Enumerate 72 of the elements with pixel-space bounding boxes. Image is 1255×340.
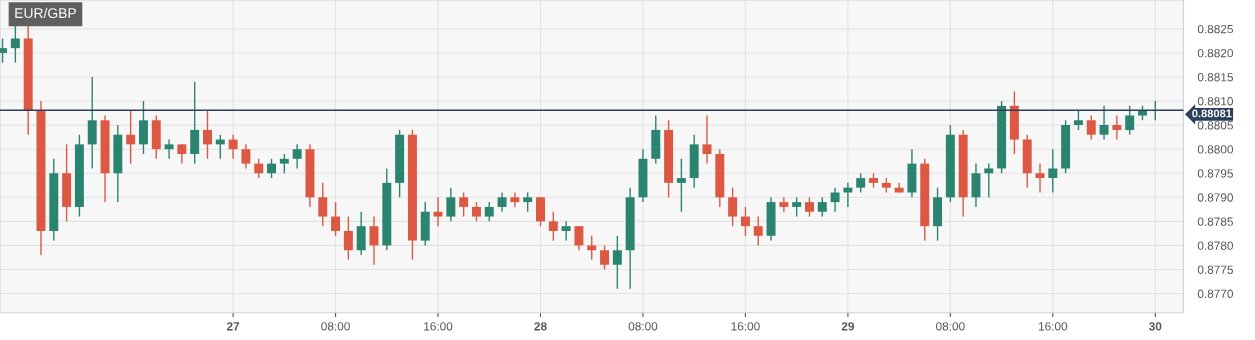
y-tick-label: 0.8820 [1197,48,1233,58]
candlestick [177,143,187,165]
candlestick [292,143,302,170]
candlestick [126,109,136,165]
ref-line-label: 0.88081 [1192,109,1232,118]
y-tick-label: 0.8780 [1197,241,1233,250]
x-tick-label: 30 [1148,322,1162,331]
candlestick [471,201,481,223]
y-tick-label: 0.8795 [1197,169,1233,178]
x-tick-label: 29 [841,322,855,331]
candlestick [779,196,789,213]
x-tick-label: 16:00 [731,322,760,331]
y-tick-label: 0.8775 [1197,265,1233,274]
candlestick [753,215,763,247]
candlestick [792,196,802,218]
candlestick [1125,105,1135,136]
y-tick-label: 0.8815 [1197,73,1233,82]
x-tick-label: 08:00 [628,322,658,331]
candlestick [830,186,840,213]
candlestick [446,186,456,223]
candlestick [510,191,520,208]
candlestick [817,196,827,218]
candlestick [1086,114,1096,141]
candlestick [676,158,686,213]
y-tick-label: 0.8785 [1197,217,1233,226]
y-tick-label: 0.8790 [1197,193,1233,202]
candlestick [433,196,443,227]
candlestick [523,191,533,213]
candlestick [1035,162,1045,194]
candlestick [728,186,738,227]
candlestick [1048,148,1058,194]
candlestick [254,158,264,179]
candlestick [856,172,866,194]
x-tick-label: 27 [226,322,240,331]
candlestick [331,201,341,237]
candlestick [228,134,238,160]
x-tick-label: 08:00 [321,322,350,331]
x-tick-label: 28 [534,322,547,331]
candlestick [267,158,277,179]
x-tick-label: 08:00 [936,322,965,331]
x-tick-label: 16:00 [424,322,453,331]
candlestick [561,220,571,242]
x-tick-label: 16:00 [1038,322,1068,331]
candlestick [279,153,289,174]
y-tick-label: 0.8800 [1197,145,1233,154]
y-tick-label: 0.8825 [1197,24,1233,34]
candlestick [459,191,469,218]
candlestick [548,211,558,242]
candlestick [164,138,174,160]
candlestick [10,23,20,64]
candlestick [804,196,814,218]
candlestick [740,206,750,237]
candlestick [497,191,507,213]
candlestick [612,235,622,290]
candlestick [343,215,353,261]
candlestick [203,109,212,160]
y-tick-label: 0.8770 [1197,289,1233,298]
candlestick [484,201,494,223]
candlestick [587,235,597,261]
candlestick [1099,105,1109,141]
candlestick [600,244,610,271]
chart-title: EUR/GBP [15,7,76,19]
candlestick [984,162,994,198]
candlestick [1112,114,1122,141]
candlestick [1073,109,1083,131]
y-tick-label: 0.8805 [1197,121,1233,130]
candlestick [702,114,712,165]
candlestick [318,182,328,227]
candlestick [574,225,584,251]
candlestick [0,37,8,64]
candlestick [241,143,251,170]
y-tick-label: 0.8810 [1197,97,1233,106]
